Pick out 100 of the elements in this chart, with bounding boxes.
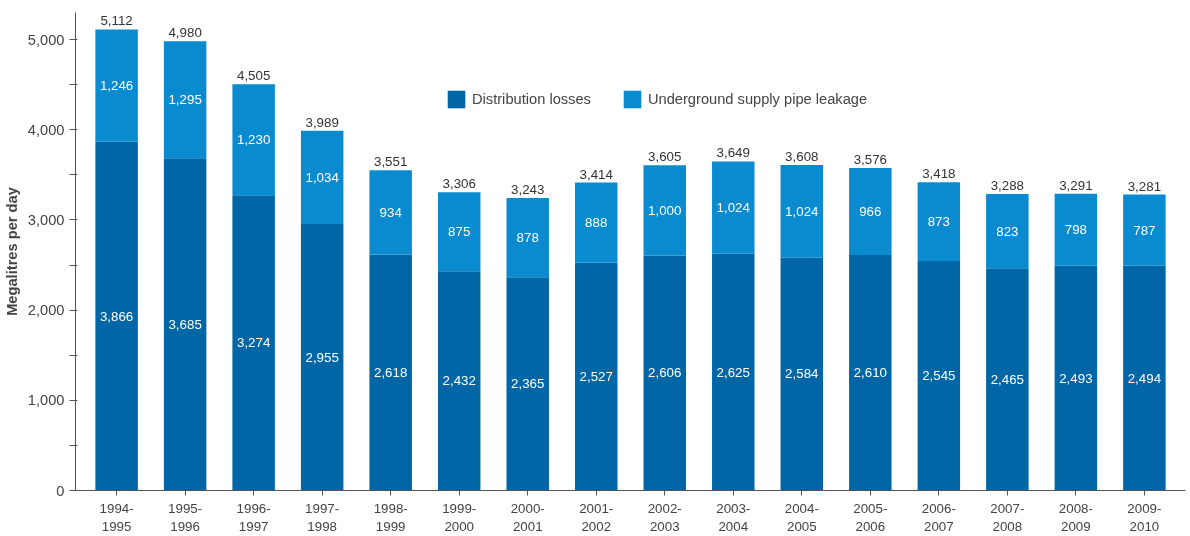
bar	[849, 255, 892, 491]
total-label: 4,505	[236, 68, 271, 84]
data-label: 2,465	[990, 371, 1025, 387]
bar	[643, 255, 686, 491]
total-label: 3,288	[990, 177, 1025, 193]
bar	[506, 198, 549, 278]
data-label: 798	[1064, 222, 1087, 238]
bar	[986, 193, 1029, 269]
data-label: 2,610	[853, 365, 887, 381]
total-label: 3,243	[511, 182, 545, 198]
bar	[712, 253, 755, 491]
total-label: 3,576	[853, 151, 887, 167]
data-label: 873	[927, 214, 950, 230]
bar	[369, 170, 412, 255]
bar	[917, 182, 961, 261]
y-tick-label: 0	[56, 482, 65, 499]
x-tick-label: 2003- 2004	[716, 500, 751, 534]
data-label: 2,527	[579, 369, 613, 385]
total-label: 3,989	[305, 114, 339, 130]
y-tick-label: 1,000	[27, 392, 65, 409]
x-tick-label: 2009- 2010	[1127, 500, 1162, 534]
data-label: 3,274	[236, 335, 271, 351]
x-tick-label: 1994- 1995	[99, 500, 134, 534]
data-label: 1,000	[648, 202, 682, 218]
data-label: 934	[379, 204, 403, 220]
data-label: 2,432	[442, 373, 476, 389]
bar	[369, 254, 412, 491]
data-label: 1,034	[305, 169, 340, 185]
x-tick-label: 1995- 1996	[168, 500, 203, 534]
x-tick-label: 2007- 2008	[990, 500, 1025, 534]
x-tick-label: 2006- 2007	[921, 500, 956, 534]
y-tick-label: 2,000	[27, 302, 65, 319]
total-label: 3,608	[785, 149, 819, 165]
legend-label: Distribution losses	[472, 91, 591, 107]
total-label: 3,291	[1059, 177, 1093, 193]
x-tick-label: 1996- 1997	[236, 500, 271, 534]
bar	[1123, 194, 1166, 266]
bar	[163, 158, 207, 491]
total-label: 5,112	[100, 13, 133, 29]
total-label: 3,306	[442, 176, 476, 192]
x-tick-label: 2008- 2009	[1058, 500, 1093, 534]
bar	[780, 165, 824, 258]
bar	[575, 262, 618, 491]
total-label: 3,414	[579, 166, 614, 182]
legend-label: Underground supply pipe leakage	[647, 91, 868, 107]
y-axis-title: Megalitres per day	[3, 186, 20, 316]
bar	[95, 29, 138, 142]
total-label: 3,551	[374, 154, 408, 170]
bar	[437, 192, 481, 272]
bar	[437, 271, 481, 491]
total-label: 4,980	[168, 25, 202, 41]
data-label: 875	[448, 224, 471, 240]
x-tick-label: 2005- 2006	[853, 500, 888, 534]
total-label: 3,281	[1127, 178, 1162, 194]
bar	[95, 141, 138, 491]
data-label: 888	[585, 215, 608, 231]
data-label: 1,230	[236, 132, 271, 148]
bar	[712, 161, 755, 254]
bar	[1054, 193, 1098, 266]
data-label: 823	[996, 223, 1019, 239]
bar	[1123, 265, 1166, 491]
x-tick-label: 2000- 2001	[510, 500, 545, 534]
data-label: 787	[1133, 222, 1156, 238]
total-label: 3,649	[716, 145, 750, 161]
bar	[917, 260, 961, 491]
bar	[575, 182, 618, 263]
data-label: 2,493	[1059, 370, 1093, 386]
data-label: 2,625	[716, 364, 750, 380]
bar	[300, 223, 344, 491]
x-tick-label: 1997- 1998	[305, 500, 340, 534]
data-label: 2,584	[785, 366, 820, 382]
bar	[232, 195, 275, 491]
bar	[232, 84, 275, 196]
total-label: 3,605	[648, 149, 682, 165]
bar	[163, 41, 207, 159]
x-tick-label: 2001- 2002	[579, 500, 614, 534]
y-tick-label: 4,000	[27, 121, 65, 138]
bar	[643, 165, 686, 256]
bar	[300, 130, 344, 224]
bar	[1054, 265, 1098, 491]
data-label: 2,494	[1127, 370, 1162, 386]
bar	[506, 277, 549, 491]
bar	[986, 268, 1029, 491]
data-label: 2,365	[511, 376, 545, 392]
data-label: 3,866	[99, 308, 134, 324]
x-tick-label: 2002- 2003	[647, 500, 682, 534]
bar	[849, 167, 892, 256]
x-tick-label: 1998- 1999	[373, 500, 408, 534]
x-tick-label: 2004- 2005	[784, 500, 819, 534]
data-label: 2,618	[374, 364, 408, 380]
data-label: 1,295	[168, 92, 202, 108]
total-label: 3,418	[922, 166, 956, 182]
bar	[780, 257, 824, 491]
data-label: 1,246	[99, 78, 134, 94]
y-tick-label: 5,000	[27, 31, 65, 48]
data-label: 3,685	[168, 316, 202, 332]
data-label: 1,024	[785, 203, 820, 219]
x-tick-label: 1999- 2000	[442, 500, 477, 534]
data-label: 1,024	[716, 200, 751, 216]
y-tick-label: 3,000	[27, 211, 65, 228]
